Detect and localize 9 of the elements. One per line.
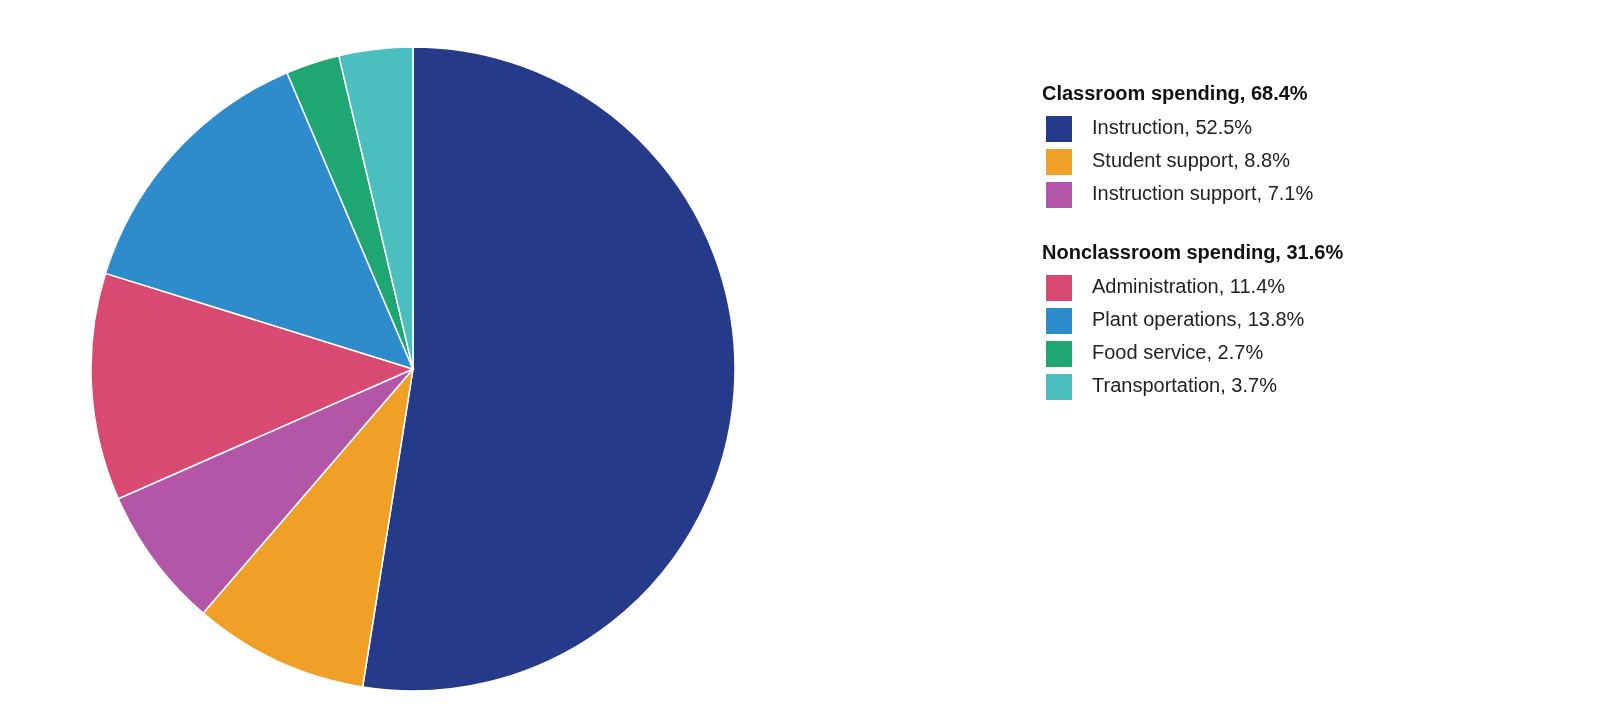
legend-label: Instruction, 52.5% bbox=[1092, 116, 1253, 139]
text: Nonclassroom spending, 31.6% bbox=[1042, 241, 1344, 264]
legend-label: Instruction support, 7.1% bbox=[1092, 182, 1314, 205]
text: Classroom spending, 68.4% bbox=[1042, 82, 1308, 105]
legend-label: Plant operations, 13.8% bbox=[1092, 308, 1305, 331]
legend-label: Student support, 8.8% bbox=[1092, 149, 1291, 172]
legend-label: Administration, 11.4% bbox=[1092, 275, 1286, 298]
legend-label: Transportation, 3.7% bbox=[1092, 374, 1278, 397]
legend-label: Food service, 2.7% bbox=[1092, 341, 1264, 364]
